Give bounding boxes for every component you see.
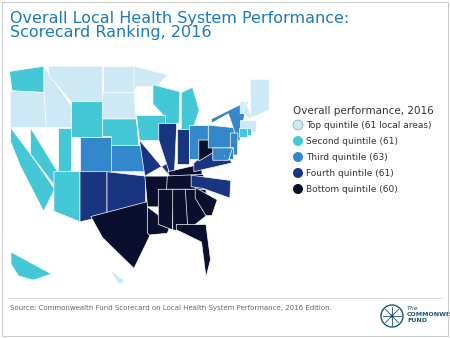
Polygon shape	[191, 175, 231, 198]
Polygon shape	[158, 189, 174, 230]
Polygon shape	[103, 93, 136, 119]
Circle shape	[293, 120, 303, 130]
Polygon shape	[80, 137, 112, 172]
Polygon shape	[140, 140, 170, 176]
Polygon shape	[148, 207, 171, 235]
Polygon shape	[251, 79, 270, 118]
Text: Top quintile (61 local areas): Top quintile (61 local areas)	[306, 121, 432, 129]
Polygon shape	[31, 128, 58, 189]
Text: Fourth quintile (61): Fourth quintile (61)	[306, 169, 394, 177]
Polygon shape	[212, 101, 247, 141]
Polygon shape	[58, 128, 71, 172]
Polygon shape	[11, 252, 51, 280]
Text: Second quintile (61): Second quintile (61)	[306, 137, 398, 145]
Polygon shape	[71, 101, 103, 137]
Polygon shape	[103, 119, 139, 145]
Text: Overall Local Health System Performance:: Overall Local Health System Performance:	[10, 11, 349, 26]
Polygon shape	[194, 150, 232, 172]
Polygon shape	[136, 115, 165, 140]
Polygon shape	[168, 164, 202, 189]
Circle shape	[391, 314, 393, 317]
Polygon shape	[247, 128, 251, 135]
Polygon shape	[199, 140, 221, 161]
Polygon shape	[185, 189, 207, 230]
Polygon shape	[44, 66, 71, 128]
Polygon shape	[145, 176, 167, 207]
Polygon shape	[80, 172, 107, 222]
Polygon shape	[240, 120, 256, 132]
Text: Bottom quintile (60): Bottom quintile (60)	[306, 185, 398, 193]
Polygon shape	[208, 125, 234, 148]
Polygon shape	[54, 172, 80, 222]
Polygon shape	[173, 189, 188, 231]
Polygon shape	[189, 125, 208, 160]
Circle shape	[293, 168, 303, 178]
Polygon shape	[244, 99, 252, 118]
Text: COMMONWEALTH: COMMONWEALTH	[407, 313, 450, 317]
Polygon shape	[230, 133, 238, 155]
Polygon shape	[107, 172, 146, 251]
Text: Scorecard Ranking, 2016: Scorecard Ranking, 2016	[10, 25, 211, 40]
Polygon shape	[10, 91, 46, 128]
Polygon shape	[164, 174, 203, 189]
Polygon shape	[112, 145, 145, 172]
Text: FUND: FUND	[407, 318, 427, 323]
Polygon shape	[181, 87, 199, 130]
Circle shape	[293, 136, 303, 146]
Polygon shape	[153, 84, 180, 123]
Text: Third quintile (63): Third quintile (63)	[306, 152, 388, 162]
Polygon shape	[239, 128, 248, 137]
Polygon shape	[176, 224, 211, 277]
Text: The: The	[407, 307, 419, 312]
Polygon shape	[49, 66, 103, 101]
Polygon shape	[91, 201, 150, 268]
Polygon shape	[11, 128, 55, 211]
Polygon shape	[195, 188, 217, 216]
Circle shape	[293, 152, 303, 162]
Polygon shape	[230, 147, 233, 160]
Circle shape	[293, 184, 303, 194]
Text: Overall performance, 2016: Overall performance, 2016	[293, 106, 434, 116]
Polygon shape	[240, 101, 249, 114]
Polygon shape	[177, 129, 189, 164]
Polygon shape	[224, 155, 225, 156]
Polygon shape	[9, 66, 44, 93]
Polygon shape	[134, 66, 168, 93]
Text: Source: Commonwealth Fund Scorecard on Local Health System Performance, 2016 Edi: Source: Commonwealth Fund Scorecard on L…	[10, 305, 332, 311]
Polygon shape	[112, 271, 125, 284]
Polygon shape	[103, 66, 134, 93]
Polygon shape	[213, 148, 233, 160]
Polygon shape	[159, 123, 177, 172]
